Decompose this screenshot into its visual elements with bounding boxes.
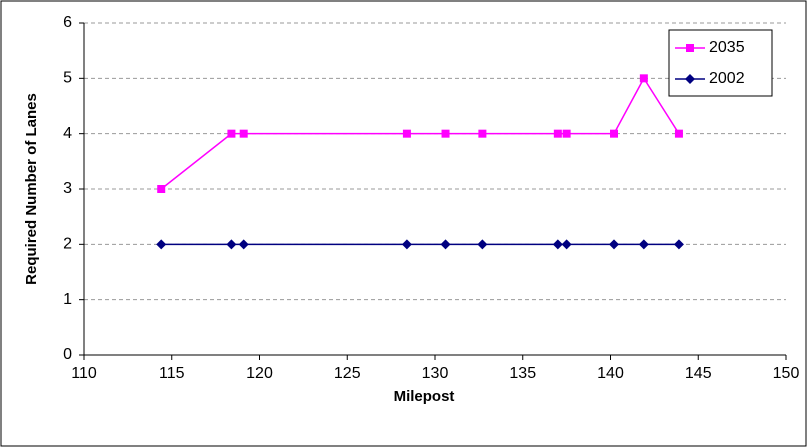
- marker: [552, 239, 563, 250]
- x-tick-label: 140: [597, 365, 624, 382]
- marker: [610, 129, 619, 138]
- y-tick-label: 0: [63, 346, 72, 363]
- y-axis-title: Required Number of Lanes: [23, 93, 40, 285]
- x-tick-label: 115: [159, 365, 185, 382]
- x-tick-label: 135: [509, 365, 536, 382]
- y-tick-label: 2: [63, 236, 72, 253]
- marker: [674, 129, 683, 138]
- marker: [226, 239, 237, 250]
- x-tick-label: 120: [246, 365, 273, 382]
- y-tick-label: 1: [63, 291, 72, 308]
- marker: [401, 239, 412, 250]
- marker: [639, 74, 648, 83]
- x-tick-label: 125: [334, 365, 361, 382]
- marker: [441, 129, 450, 138]
- x-tick-label: 130: [422, 365, 449, 382]
- marker: [553, 129, 562, 138]
- marker: [638, 239, 649, 250]
- legend-label: 2002: [709, 70, 745, 87]
- legend-box: [668, 29, 773, 97]
- y-tick-label: 6: [63, 14, 72, 31]
- marker: [609, 239, 620, 250]
- y-tick-label: 4: [63, 125, 72, 142]
- marker: [478, 129, 487, 138]
- marker: [673, 239, 684, 250]
- marker: [156, 239, 167, 250]
- x-tick-label: 110: [71, 365, 97, 382]
- legend-label: 2035: [709, 39, 745, 56]
- marker: [440, 239, 451, 250]
- x-tick-label: 145: [685, 365, 712, 382]
- x-axis-title: Milepost: [394, 388, 455, 405]
- marker: [238, 239, 249, 250]
- marker: [561, 239, 572, 250]
- x-tick-label: 150: [773, 365, 800, 382]
- y-tick-label: 3: [63, 180, 72, 197]
- marker: [562, 129, 571, 138]
- marker: [402, 129, 411, 138]
- marker: [157, 185, 166, 193]
- marker: [227, 129, 236, 138]
- y-tick-label: 5: [63, 70, 72, 87]
- legend-marker: [685, 74, 695, 84]
- legend-marker: [686, 44, 694, 52]
- marker: [239, 129, 248, 138]
- marker: [477, 239, 488, 250]
